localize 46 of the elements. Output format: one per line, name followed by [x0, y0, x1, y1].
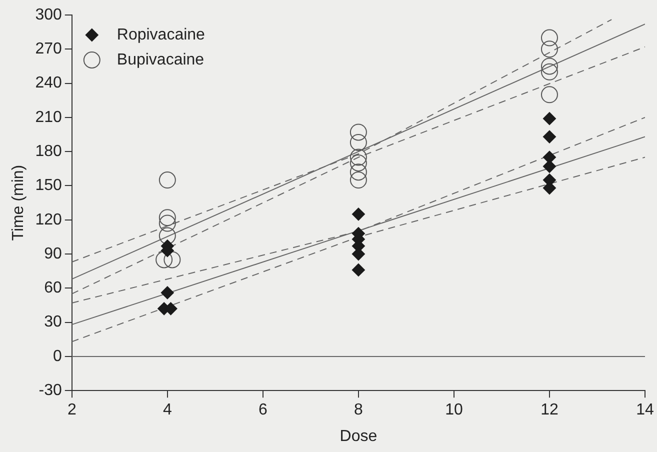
y-axis-title: Time (min) — [10, 164, 28, 241]
y-tick-label: 210 — [35, 108, 62, 126]
y-tick-label: 0 — [52, 348, 62, 365]
y-tick-label: 300 — [35, 6, 62, 24]
x-tick-label: 2 — [67, 402, 76, 419]
x-tick-label: 8 — [354, 402, 363, 419]
point — [540, 40, 558, 58]
point — [350, 164, 367, 181]
point — [158, 209, 176, 226]
y-tick-label: 90 — [44, 245, 62, 262]
point — [540, 63, 558, 80]
point — [540, 29, 558, 46]
y-tick-label: 150 — [35, 177, 62, 194]
point — [540, 58, 558, 75]
point — [540, 86, 558, 104]
legend-label: Bupivacaine — [116, 51, 204, 68]
y-tick-label: 30 — [44, 314, 62, 331]
point — [350, 148, 367, 166]
point — [160, 286, 174, 300]
y-tick-label: 60 — [44, 280, 62, 297]
y-tick-label: 270 — [35, 40, 62, 58]
legend-label: Ropivacaine — [116, 26, 206, 44]
point — [542, 130, 556, 144]
y-tick-label: 180 — [35, 142, 62, 160]
point — [350, 134, 367, 151]
x-tick-label: 10 — [445, 402, 463, 419]
y-tick-label: 120 — [35, 211, 62, 228]
point — [350, 124, 367, 141]
point — [158, 214, 176, 232]
point — [156, 251, 173, 268]
x-tick-label: 6 — [258, 402, 268, 419]
x-tick-label: 12 — [540, 402, 558, 419]
point — [158, 227, 176, 244]
x-axis-title: Dose — [340, 428, 378, 445]
point — [164, 251, 181, 268]
point — [158, 172, 176, 189]
y-tick-label: 240 — [35, 74, 62, 92]
point — [352, 263, 365, 276]
y-tick-label: -30 — [38, 382, 62, 400]
point — [352, 208, 365, 221]
point — [350, 154, 367, 172]
x-tick-label: 4 — [162, 402, 172, 419]
point — [542, 112, 556, 126]
point — [542, 160, 556, 173]
x-tick-label: 14 — [636, 402, 654, 419]
point — [350, 172, 367, 189]
